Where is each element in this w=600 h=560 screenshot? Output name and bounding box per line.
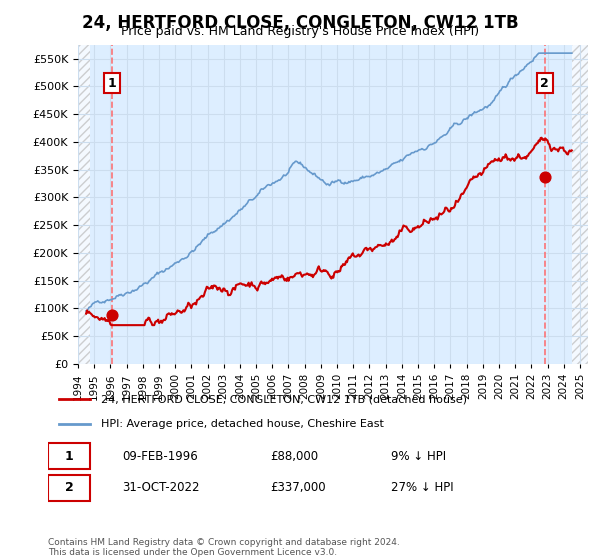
Text: 1: 1 <box>107 77 116 90</box>
Text: £88,000: £88,000 <box>270 450 318 463</box>
Text: Price paid vs. HM Land Registry's House Price Index (HPI): Price paid vs. HM Land Registry's House … <box>121 25 479 38</box>
FancyBboxPatch shape <box>48 475 90 501</box>
Bar <box>78 45 90 364</box>
Text: £337,000: £337,000 <box>270 482 325 494</box>
Text: 2: 2 <box>65 482 73 494</box>
Text: Contains HM Land Registry data © Crown copyright and database right 2024.
This d: Contains HM Land Registry data © Crown c… <box>48 538 400 557</box>
FancyBboxPatch shape <box>48 444 90 469</box>
Text: 27% ↓ HPI: 27% ↓ HPI <box>391 482 454 494</box>
Text: 24, HERTFORD CLOSE, CONGLETON, CW12 1TB (detached house): 24, HERTFORD CLOSE, CONGLETON, CW12 1TB … <box>101 394 467 404</box>
Text: 9% ↓ HPI: 9% ↓ HPI <box>391 450 446 463</box>
Text: 2: 2 <box>541 77 549 90</box>
Text: 24, HERTFORD CLOSE, CONGLETON, CW12 1TB: 24, HERTFORD CLOSE, CONGLETON, CW12 1TB <box>82 14 518 32</box>
Text: HPI: Average price, detached house, Cheshire East: HPI: Average price, detached house, Ches… <box>101 419 383 429</box>
Text: 09-FEB-1996: 09-FEB-1996 <box>122 450 197 463</box>
Bar <box>572 45 588 364</box>
Point <box>540 172 550 181</box>
Point <box>107 311 117 320</box>
Text: 31-OCT-2022: 31-OCT-2022 <box>122 482 199 494</box>
Text: 1: 1 <box>65 450 73 463</box>
